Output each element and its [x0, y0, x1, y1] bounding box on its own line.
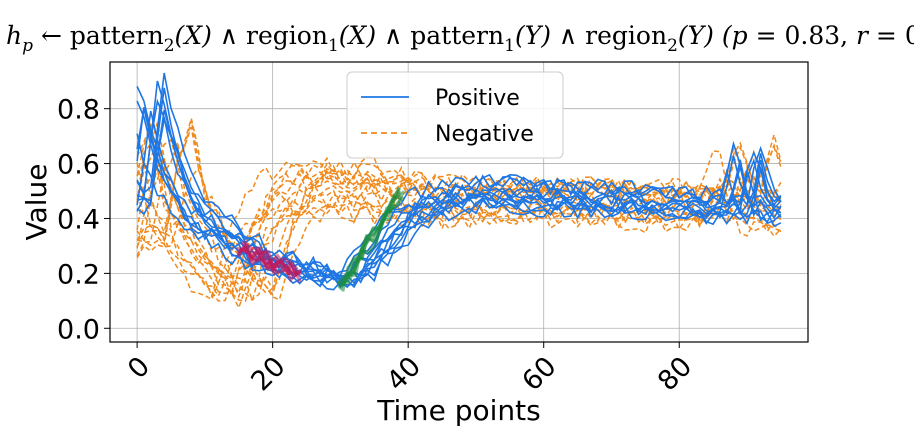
title-and-2: (X) ∧: [339, 21, 411, 50]
region-1: [236, 240, 302, 283]
y-tick-label: 0.0: [57, 314, 100, 345]
title-arrow: ←: [33, 21, 70, 50]
title-region-1-sub: 1: [328, 36, 339, 56]
y-tick-label: 0.8: [57, 95, 100, 126]
y-tick-label: 0.6: [57, 150, 100, 181]
legend-label: Positive: [435, 86, 520, 111]
chart-title: hp ← pattern2(X) ∧ region1(X) ∧ pattern1…: [6, 21, 914, 56]
negative-series-line: [136, 120, 782, 291]
title-h-sub: p: [22, 36, 33, 56]
positive-series-line: [136, 133, 782, 285]
positive-series-line: [136, 108, 782, 288]
legend-box: [346, 71, 564, 159]
x-tick-label: 40: [381, 351, 427, 397]
title-p: p: [732, 21, 748, 50]
title-pattern-1: pattern: [410, 21, 504, 50]
title-region-1: region: [246, 21, 328, 50]
plot-frame: [109, 61, 809, 343]
x-tick-label: 80: [652, 351, 698, 397]
y-tick-label: 0.2: [57, 259, 100, 290]
title-and-3: (Y) ∧: [515, 21, 585, 50]
region-2-segment: [340, 191, 402, 283]
title-region-2: region: [585, 21, 667, 50]
title-h: h: [6, 21, 22, 50]
x-axis-label: Time points: [376, 394, 540, 427]
x-tick-label: 60: [516, 351, 562, 397]
negative-series-line: [136, 150, 781, 299]
title-p-value: = 0.83,: [748, 21, 856, 50]
title-r: r: [856, 21, 870, 50]
title-pattern-1-sub: 1: [504, 36, 515, 56]
negative-series-line: [136, 167, 782, 301]
positive-series-line: [136, 87, 782, 284]
title-open: (Y) (: [678, 21, 733, 50]
x-tick-label: 20: [245, 351, 291, 397]
title-region-2-sub: 2: [667, 36, 678, 56]
region-2: [336, 186, 406, 292]
region-1-segment: [240, 240, 302, 283]
x-tick-label: 0: [122, 351, 156, 385]
svg-text:hp ← pattern2(X) ∧ region1(X): hp ← pattern2(X) ∧ region1(X) ∧ pattern1…: [6, 21, 914, 56]
title-pattern-2: pattern: [70, 21, 164, 50]
positive-series-line: [136, 110, 782, 291]
legend: Positive Negative: [346, 71, 564, 159]
positive-series-line: [136, 100, 782, 288]
title-r-value: = 0.89): [868, 21, 914, 50]
negative-series-line: [136, 187, 782, 301]
negative-series-line: [136, 160, 782, 302]
legend-label: Negative: [435, 122, 534, 147]
y-tick-label: 0.4: [57, 204, 100, 235]
title-pattern-2-sub: 2: [164, 36, 175, 56]
negative-series-line: [136, 168, 782, 310]
positive-series-line: [136, 80, 782, 278]
y-axis-label: Value: [20, 164, 53, 241]
title-and-1: (X) ∧: [175, 21, 247, 50]
highlight-regions: [236, 186, 406, 292]
